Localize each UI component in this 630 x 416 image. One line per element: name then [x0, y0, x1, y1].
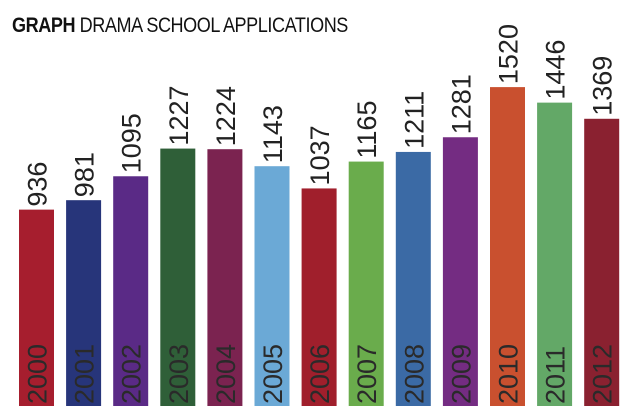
bar-2010: [490, 87, 525, 406]
value-label-2006: 1037: [305, 125, 335, 185]
year-label-2004: 2004: [211, 344, 241, 404]
year-label-2005: 2005: [258, 344, 288, 404]
bar-2003: [160, 148, 196, 407]
year-label-2010: 2010: [494, 344, 524, 404]
value-label-2005: 1143: [258, 105, 288, 163]
value-label-2003: 1227: [164, 85, 194, 145]
bar-2006: [301, 188, 337, 406]
year-label-2006: 2006: [305, 344, 335, 404]
value-label-2009: 1281: [446, 74, 476, 134]
bar-2004: [207, 149, 243, 406]
value-label-2002: 1095: [117, 113, 147, 173]
value-label-2010: 1520: [494, 24, 524, 84]
year-label-2002: 2002: [117, 344, 147, 404]
value-label-2008: 1211: [399, 91, 429, 149]
value-label-2000: 936: [23, 162, 53, 207]
bar-2005: [254, 166, 290, 406]
bar-2011: [537, 102, 573, 406]
value-label-2012: 1369: [588, 56, 618, 116]
year-label-2007: 2007: [352, 344, 382, 404]
bar-2000: [19, 209, 54, 406]
bar-2007: [348, 161, 384, 406]
bar-2001: [66, 200, 102, 406]
chart-title-label: GRAPH: [12, 14, 76, 37]
year-label-2009: 2009: [446, 344, 476, 404]
year-label-2011: 2011: [541, 346, 571, 404]
bar-2009: [442, 137, 478, 406]
year-label-2008: 2008: [399, 344, 429, 404]
chart-title-text: DRAMA SCHOOL APPLICATIONS: [79, 14, 349, 37]
chart-title: GRAPH DRAMA SCHOOL APPLICATIONS: [12, 14, 348, 38]
value-label-2004: 1224: [211, 86, 241, 146]
bar-2008: [395, 151, 431, 406]
year-label-2000: 2000: [23, 344, 53, 404]
year-label-2003: 2003: [164, 344, 194, 404]
value-label-2001: 981: [70, 152, 100, 197]
year-label-2001: 2001: [70, 344, 100, 404]
year-label-2012: 2012: [588, 344, 618, 404]
value-label-2011: 1446: [541, 40, 571, 100]
bar-2002: [113, 176, 149, 406]
value-label-2007: 1165: [352, 101, 382, 159]
bar-2012: [584, 118, 620, 406]
